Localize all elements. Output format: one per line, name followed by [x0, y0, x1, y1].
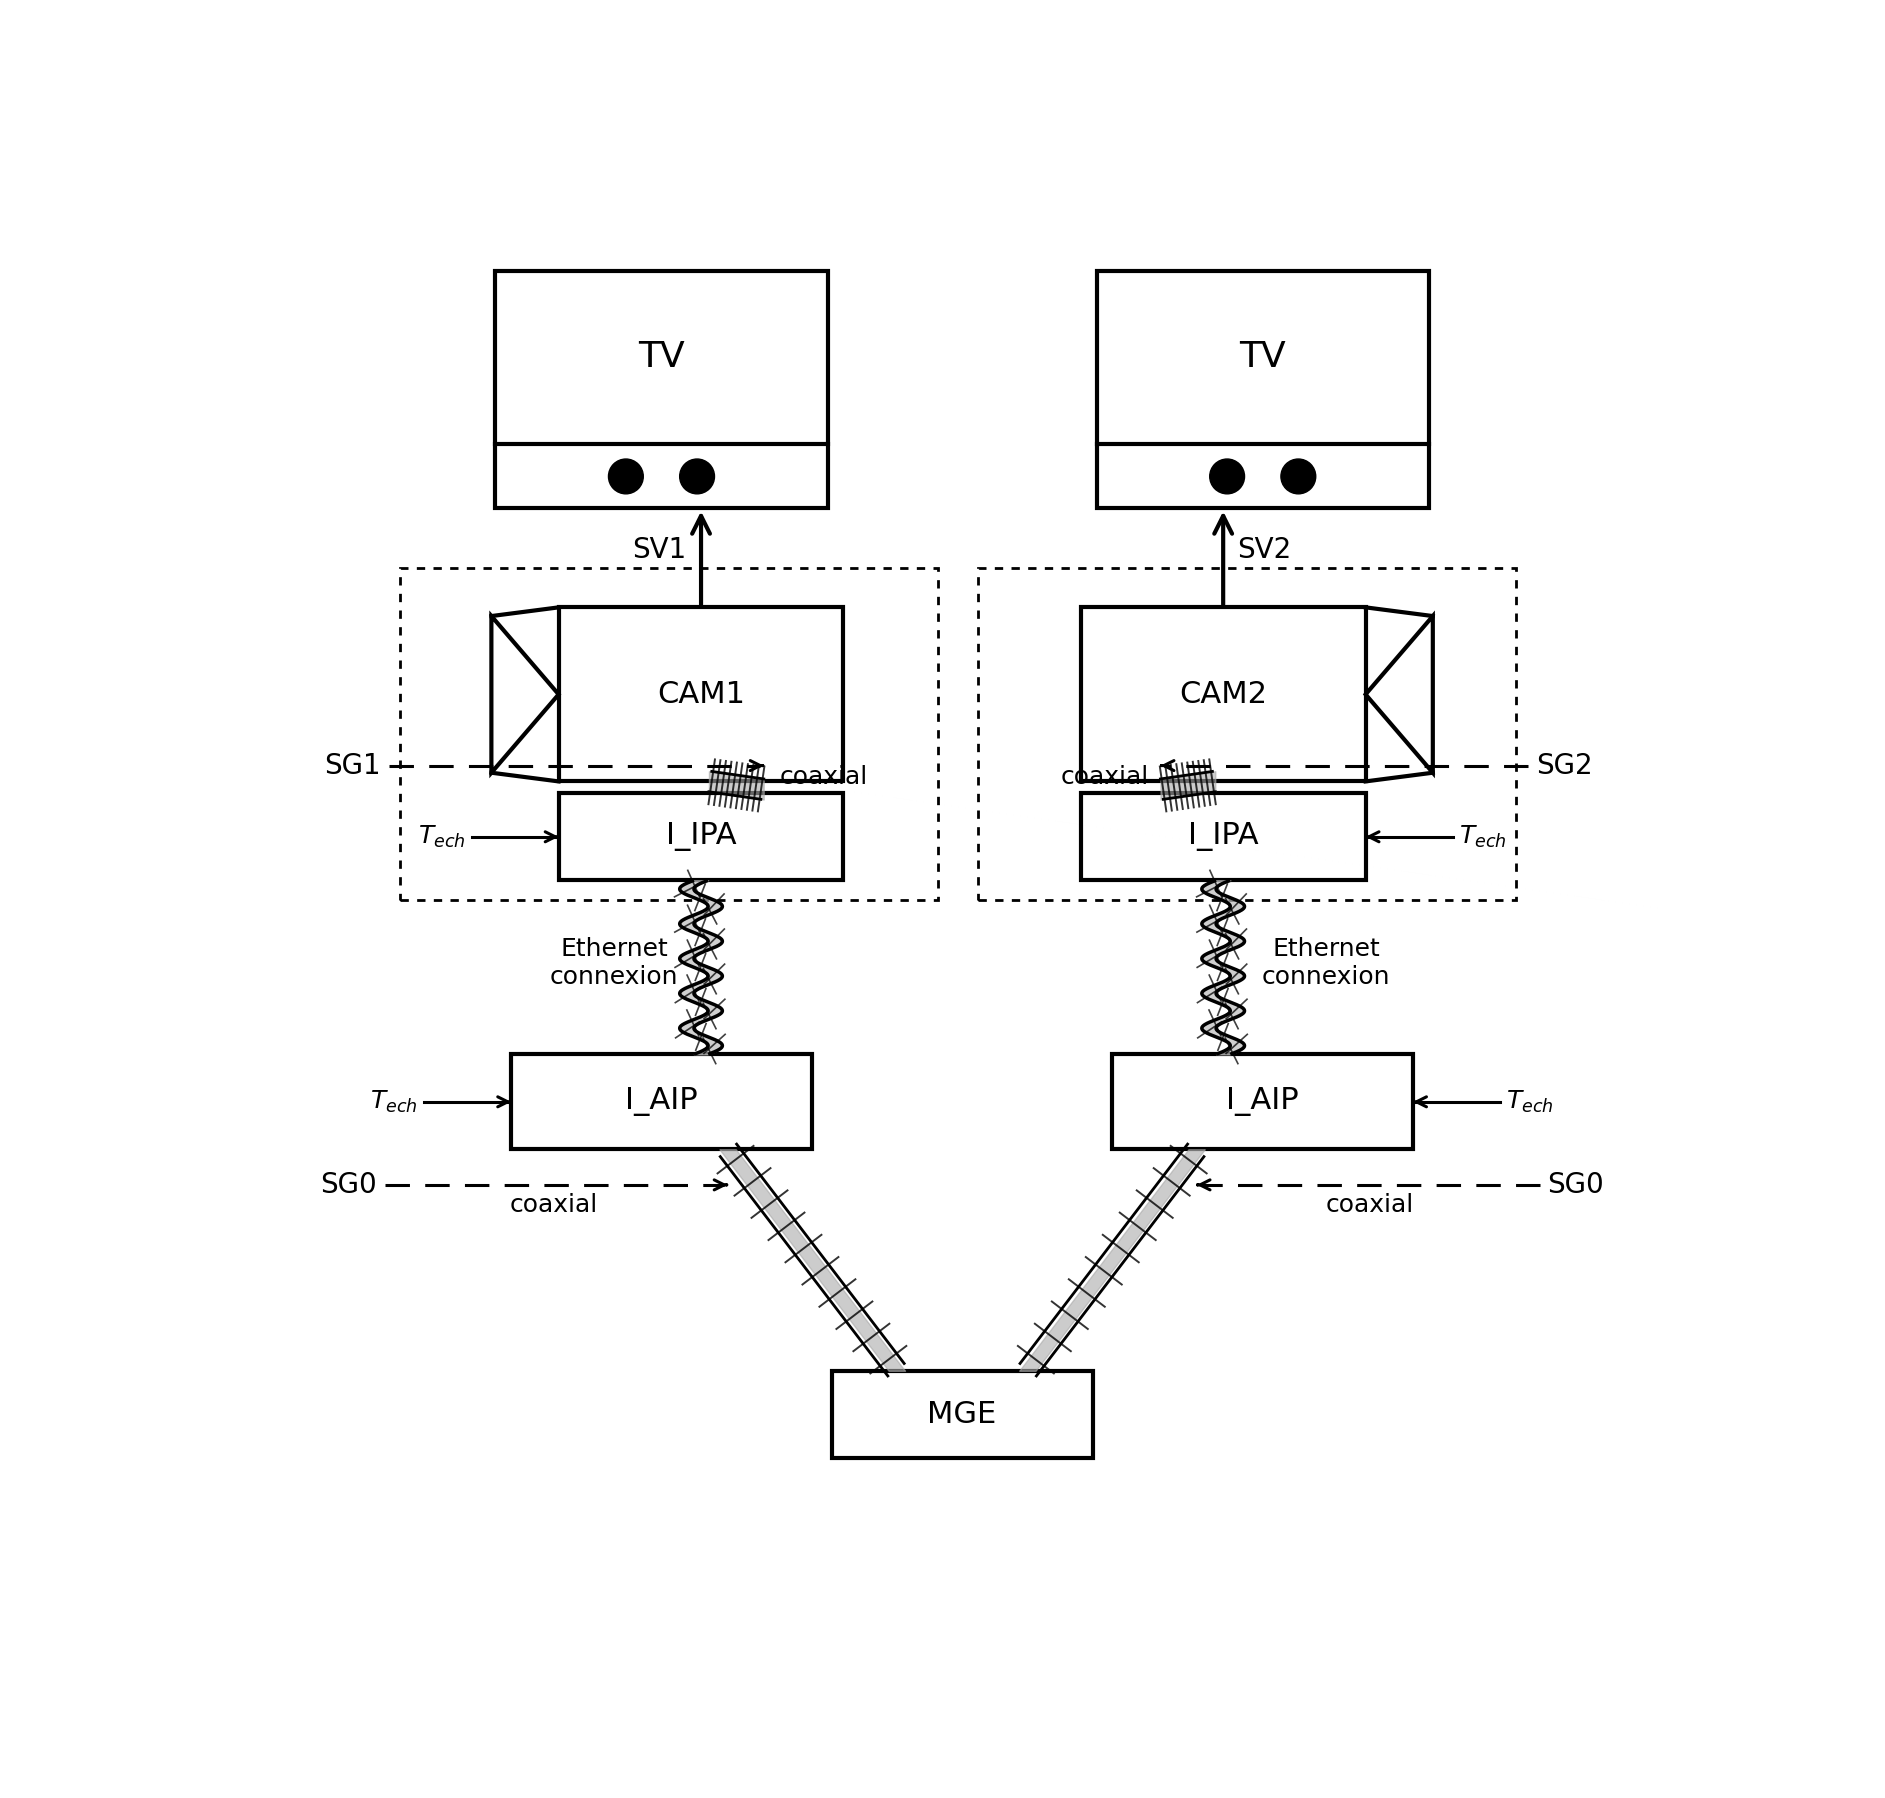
- Text: SV2: SV2: [1237, 536, 1291, 565]
- Bar: [558, 793, 843, 881]
- Text: SG0: SG0: [320, 1170, 377, 1199]
- Text: $T_{ech}$: $T_{ech}$: [1506, 1090, 1553, 1115]
- Text: coaxial: coaxial: [780, 766, 867, 789]
- Text: $T_{ech}$: $T_{ech}$: [369, 1090, 418, 1115]
- Text: SG1: SG1: [324, 752, 381, 780]
- Bar: [1112, 1054, 1414, 1149]
- Text: Ethernet
connexion: Ethernet connexion: [1261, 937, 1391, 989]
- Text: $T_{ech}$: $T_{ech}$: [418, 823, 466, 850]
- Bar: [496, 271, 828, 509]
- Text: MGE: MGE: [927, 1401, 997, 1429]
- Bar: [1080, 793, 1365, 881]
- Text: $T_{ech}$: $T_{ech}$: [1459, 823, 1506, 850]
- Text: SV1: SV1: [633, 536, 686, 565]
- Circle shape: [609, 458, 643, 494]
- Bar: [831, 1370, 1093, 1458]
- Text: SG0: SG0: [1548, 1170, 1604, 1199]
- Bar: [558, 608, 843, 782]
- Text: CAM2: CAM2: [1180, 680, 1267, 708]
- Text: TV: TV: [639, 340, 684, 374]
- Bar: [978, 568, 1516, 901]
- Text: coaxial: coaxial: [511, 1192, 598, 1217]
- Text: I_AIP: I_AIP: [626, 1088, 697, 1117]
- Text: coaxial: coaxial: [1325, 1192, 1414, 1217]
- Bar: [511, 1054, 812, 1149]
- Bar: [400, 568, 939, 901]
- Text: TV: TV: [1238, 340, 1286, 374]
- Text: SG2: SG2: [1536, 752, 1593, 780]
- Text: Ethernet
connexion: Ethernet connexion: [550, 937, 679, 989]
- Text: I_IPA: I_IPA: [1188, 822, 1259, 850]
- Text: coaxial: coaxial: [1061, 766, 1148, 789]
- Circle shape: [680, 458, 714, 494]
- Circle shape: [1210, 458, 1244, 494]
- Bar: [1080, 608, 1365, 782]
- Bar: [1097, 271, 1429, 509]
- Circle shape: [1282, 458, 1316, 494]
- Text: CAM1: CAM1: [658, 680, 745, 708]
- Text: I_AIP: I_AIP: [1227, 1088, 1299, 1117]
- Text: I_IPA: I_IPA: [665, 822, 737, 850]
